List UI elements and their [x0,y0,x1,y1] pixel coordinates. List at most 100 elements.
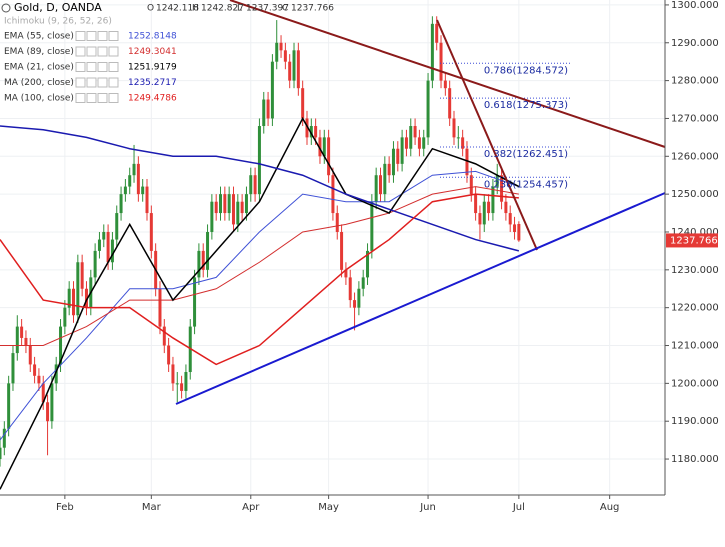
indicator-line [0,170,520,441]
candle-body [20,326,24,338]
legend-icon[interactable] [108,77,119,88]
candle-body [396,148,400,164]
indicator-line [0,193,519,366]
legend-value: 1235.2717 [128,78,177,88]
candle-body [180,383,184,391]
candle-body [123,186,127,195]
ohlc-key: O [147,4,154,14]
legend-name: EMA (55, close) [4,32,74,42]
candle-body [370,201,374,251]
legend-icon[interactable] [97,31,108,41]
candle-body [72,288,76,316]
candle-body [76,262,80,316]
legend-icon[interactable] [86,31,97,41]
ohlc-key: H [192,4,199,14]
y-tick-label: 1220.000 [671,303,719,314]
candle-body [474,194,478,214]
legend-icon[interactable] [75,77,86,88]
legend-icon[interactable] [75,46,86,57]
x-tick-label: May [318,502,339,513]
legend-icon[interactable] [97,46,108,57]
candle-body [80,262,84,289]
candle-body [417,137,421,149]
candle-body [478,213,482,225]
candle-body [132,163,136,176]
y-tick-label: 1280.000 [671,76,719,87]
legend-icon[interactable] [86,46,97,57]
candle-body [2,428,6,448]
candle-body [84,288,88,308]
candle-body [231,194,235,225]
symbol-icon [1,3,11,13]
y-tick-label: 1290.000 [671,38,719,49]
candle-body [167,345,171,365]
candle-body [236,201,240,225]
legend-icon[interactable] [86,62,97,72]
candle-body [175,383,179,385]
candle-body [426,80,430,138]
price-tag [666,233,718,248]
legend-icon[interactable] [75,31,86,41]
candle-body [214,201,218,214]
candle-body [244,194,248,214]
candle-body [193,277,197,327]
y-tick-label: 1260.000 [671,151,719,162]
legend-icon[interactable] [97,77,108,88]
candle-body [270,61,274,119]
y-tick-label: 1300.000 [671,0,719,11]
x-tick-label: Mar [142,502,162,513]
price-tag-label: 1237.766 [670,235,718,246]
candle-body [430,23,434,81]
legend-icon[interactable] [108,62,119,72]
candle-body [500,175,504,202]
y-tick-label: 1250.000 [671,189,719,200]
candle-body [296,50,300,89]
candle-body [37,375,41,384]
candle-body [283,50,287,62]
candle-body [24,337,28,346]
candle-body [404,137,408,149]
candle-body [469,175,473,195]
legend-icon[interactable] [108,46,119,57]
candle-body [439,42,443,81]
candle-body [452,118,456,138]
indicator-line [0,186,519,347]
fib-label: 0.618(1275.373) [484,100,568,111]
chart-title: Gold, D, OANDA [14,1,102,14]
candle-body [435,23,439,43]
legend-name: MA (100, close) [4,94,74,104]
legend-icon[interactable] [86,77,97,88]
candle-body [378,175,382,195]
candle-body [461,137,465,149]
legend-icon[interactable] [108,93,119,103]
legend-name: EMA (89, close) [4,47,74,57]
candle-body [46,402,50,422]
candle-body [162,326,166,346]
candle-body [171,364,175,384]
fib-label: 0.236(1254.457) [484,179,568,190]
candle-body [223,194,227,214]
y-tick-label: 1270.000 [671,113,719,124]
candle-body [93,250,97,278]
legend-icon[interactable] [75,62,86,72]
legend-icon[interactable] [108,31,119,41]
x-tick-label: Feb [56,502,74,513]
candle-body [0,447,2,460]
candle-body [361,277,365,289]
candle-body [106,231,110,263]
candle-body [102,231,106,240]
candle-body [227,194,231,214]
legend-icon[interactable] [75,93,86,103]
candle-body [387,163,391,176]
candle-body [487,201,491,214]
indicator-line [0,125,520,252]
legend-icon[interactable] [97,93,108,103]
candle-body [141,186,145,195]
candle-body [318,137,322,157]
candle-body [50,383,54,422]
candle-body [465,148,469,176]
trendline [229,0,666,148]
candle-body [491,186,495,214]
legend-icon[interactable] [97,62,108,72]
legend-icon[interactable] [86,93,97,103]
